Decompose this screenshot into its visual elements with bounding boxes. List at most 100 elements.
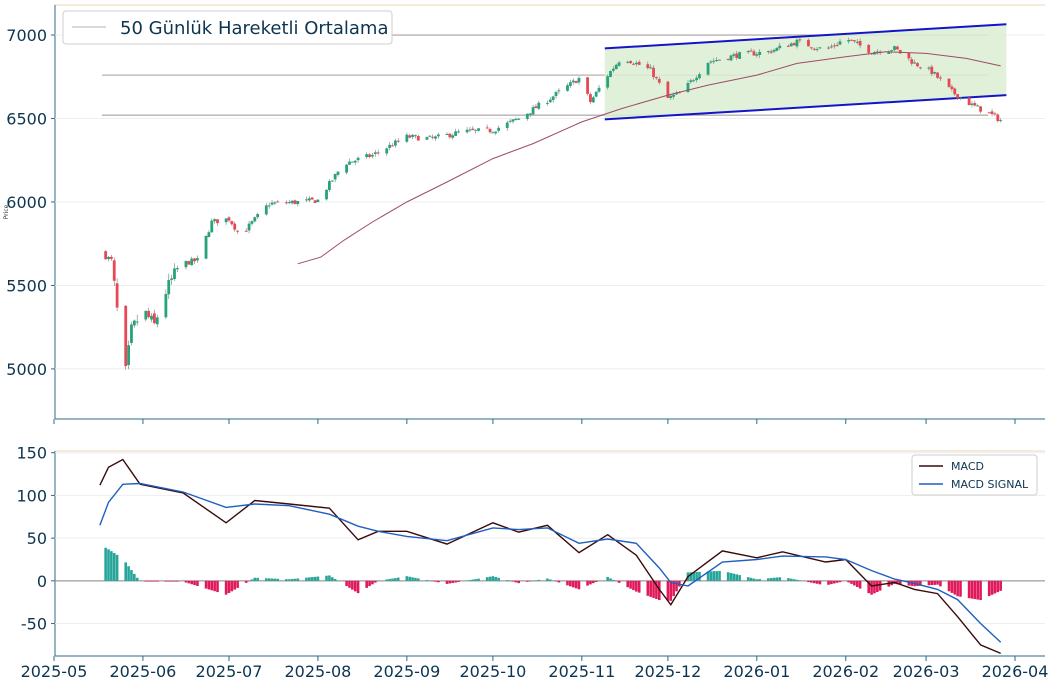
macd-histogram-bar <box>835 580 839 583</box>
candle-body <box>336 171 340 175</box>
macd-histogram-bar <box>170 580 173 582</box>
macd-histogram-bar <box>256 577 259 581</box>
macd-histogram-bar <box>227 580 231 593</box>
candle-body <box>611 68 615 71</box>
macd-histogram-bar <box>738 575 741 581</box>
candle-body <box>494 131 498 134</box>
candle-body <box>993 113 997 115</box>
macd-histogram-bar <box>996 580 1000 593</box>
candle-body <box>729 55 733 61</box>
macd-histogram-bar <box>956 580 959 597</box>
candle-body <box>698 74 701 79</box>
candle-body <box>207 232 211 237</box>
macd-histogram-bar <box>368 580 371 587</box>
candle-body <box>130 324 133 343</box>
candle-body <box>893 46 896 51</box>
macd-histogram-bar <box>127 566 130 581</box>
channel-fill <box>604 24 1007 120</box>
candle-body <box>434 136 437 139</box>
macd-histogram-bar <box>285 579 288 581</box>
candle-body <box>230 221 234 225</box>
macd-legend-box <box>911 454 1038 496</box>
price-y-tick-label: 5000 <box>6 360 47 379</box>
candle-body <box>109 256 113 259</box>
macd-histogram-bar <box>876 580 879 592</box>
macd-histogram-bar <box>230 580 234 592</box>
macd-histogram-bar <box>755 579 759 581</box>
macd-histogram-bar <box>858 580 862 589</box>
candle-body <box>405 134 409 142</box>
macd-histogram-bar <box>706 571 710 581</box>
macd-histogram-bar <box>385 579 389 581</box>
candle-body <box>852 40 856 42</box>
macd-histogram-bar <box>371 580 374 585</box>
macd-histogram-bar <box>818 580 822 585</box>
x-tick-label: 2025-06 <box>109 662 176 681</box>
macd-histogram-bar <box>789 578 793 581</box>
macd-histogram-bar <box>348 580 351 588</box>
macd-histogram-bar <box>373 580 377 583</box>
candle-body <box>746 51 750 53</box>
macd-histogram-bar <box>365 580 368 588</box>
candle-body <box>755 54 759 56</box>
candle-body <box>365 154 369 158</box>
macd-histogram-bar <box>273 578 277 581</box>
candle-body <box>517 118 521 120</box>
macd-histogram-bar <box>807 580 810 583</box>
candle-body <box>655 77 658 79</box>
macd-histogram-bar <box>551 580 555 581</box>
candle-body <box>310 197 314 200</box>
candle-body <box>187 261 191 265</box>
candle-body <box>798 39 802 41</box>
macd-histogram-bar <box>798 580 802 581</box>
macd-histogram-bar <box>675 580 678 592</box>
macd-histogram-bar <box>979 580 982 601</box>
candle-body <box>284 202 288 204</box>
candle-body <box>132 320 136 326</box>
macd-histogram-bar <box>514 580 518 583</box>
candle-body <box>999 120 1003 122</box>
candle-body <box>210 220 214 233</box>
macd-histogram-bar <box>150 580 153 582</box>
trend-channel <box>604 23 1007 121</box>
macd-histogram-bar <box>732 573 736 581</box>
candle-body <box>325 189 328 200</box>
macd-histogram-bar <box>330 577 334 581</box>
macd-histogram-bar <box>213 580 216 592</box>
macd-histogram-bar <box>953 580 957 595</box>
macd-histogram-bar <box>769 578 773 581</box>
candle-body <box>173 268 176 280</box>
candle-body <box>474 129 478 131</box>
candle-body <box>290 200 294 204</box>
macd-y-tick-label: 150 <box>16 444 47 463</box>
macd-histogram-bar <box>437 580 440 583</box>
candle-body <box>637 61 641 65</box>
macd-histogram-bar <box>233 580 237 590</box>
macd-signal-line <box>99 482 1002 643</box>
candle-body <box>135 321 139 323</box>
macd-histogram-bar <box>511 580 515 582</box>
macd-histogram-bar <box>244 580 248 583</box>
macd-histogram-bar <box>787 578 790 581</box>
macd-x-ticks: 2025-05 2025-06 2025-07 2025-08 2025-09 2025-… <box>21 656 1048 681</box>
macd-histogram-bar <box>388 578 391 581</box>
candle-body <box>614 64 618 70</box>
macd-histogram-bar <box>115 554 119 581</box>
macd-histogram-bar <box>153 580 156 582</box>
candle-body <box>586 77 589 94</box>
macd-histogram-bar <box>465 580 469 582</box>
macd-histogram-bar <box>325 575 328 581</box>
candle-body <box>686 82 690 93</box>
macd-histogram-bar <box>425 580 429 581</box>
macd-histogram-bar <box>526 580 529 582</box>
candle-body <box>396 140 400 142</box>
candle-body <box>293 200 297 204</box>
candle-body <box>468 129 472 131</box>
macd-histogram-bar <box>431 580 434 582</box>
candle-body <box>155 317 159 325</box>
macd-histogram-bar <box>193 580 196 586</box>
candle-body <box>264 205 268 215</box>
macd-histogram-bar <box>497 577 500 581</box>
candle-body <box>749 50 753 52</box>
macd-histogram-bar <box>976 580 980 600</box>
